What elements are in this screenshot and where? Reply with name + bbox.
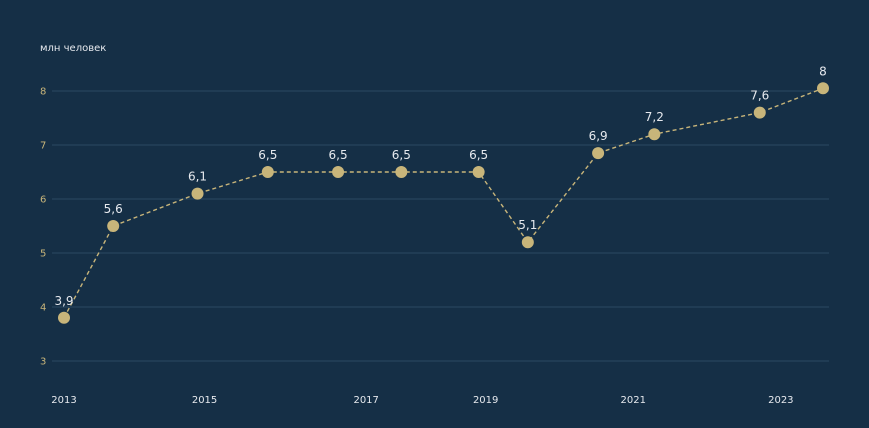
data-label: 6,5	[392, 148, 411, 162]
x-tick-label: 2013	[51, 395, 76, 406]
y-axis-ticks: 3 4 5 6 7 8	[40, 87, 46, 368]
data-point	[191, 187, 204, 200]
x-tick-label: 2015	[192, 395, 217, 406]
x-tick-label: 2017	[353, 395, 378, 406]
data-label: 5,1	[518, 218, 537, 232]
series-line	[63, 87, 824, 319]
grid-lines	[52, 90, 829, 362]
y-tick-label: 4	[40, 303, 46, 314]
data-points	[58, 82, 829, 324]
data-point	[472, 166, 485, 178]
data-label: 7,6	[750, 89, 769, 103]
y-tick-label: 3	[40, 357, 46, 368]
data-label: 6,5	[329, 148, 348, 162]
data-point	[648, 128, 661, 141]
data-label: 7,2	[645, 110, 664, 124]
data-point	[58, 311, 70, 324]
data-label: 3,9	[54, 294, 73, 308]
data-point	[332, 166, 345, 178]
y-tick-label: 8	[40, 87, 46, 98]
data-point	[261, 166, 274, 178]
y-tick-label: 7	[40, 141, 46, 152]
data-labels: 3,9 5,6 6,1 6,5 6,5 6,5 6,5 5,1 6,9 7,2 7,6 8	[54, 64, 826, 307]
x-axis-ticks: 2013 2015 2017 2019 2021 2023	[51, 395, 793, 406]
x-tick-label: 2023	[768, 395, 793, 406]
data-label: 5,6	[104, 202, 123, 216]
data-point	[592, 147, 605, 160]
data-label: 6,1	[188, 170, 207, 184]
x-tick-label: 2019	[473, 395, 498, 406]
y-axis-unit-label: млн человек	[40, 43, 106, 54]
data-point	[753, 106, 766, 119]
data-point	[107, 220, 120, 232]
data-point	[395, 166, 408, 178]
data-point	[817, 82, 829, 95]
x-tick-label: 2021	[621, 395, 646, 406]
data-label: 6,9	[589, 129, 608, 143]
y-tick-label: 6	[40, 195, 46, 206]
data-label: 8	[819, 64, 827, 78]
data-point	[521, 236, 534, 249]
data-label: 6,5	[258, 148, 277, 162]
data-label: 6,5	[469, 148, 488, 162]
y-tick-label: 5	[40, 249, 46, 260]
